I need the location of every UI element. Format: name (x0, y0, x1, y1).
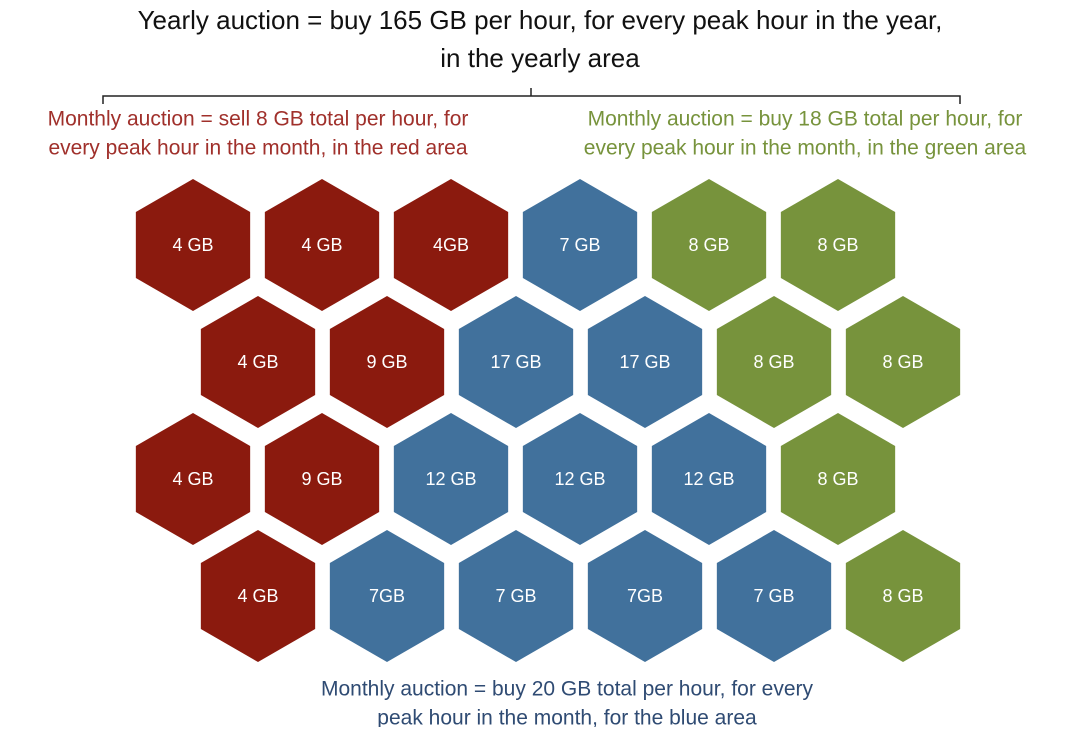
hex-label: 8 GB (882, 586, 923, 606)
hex-label: 4 GB (172, 469, 213, 489)
bracket (102, 88, 961, 104)
hex-label: 8 GB (817, 235, 858, 255)
title: Yearly auction = buy 165 GB per hour, fo… (138, 5, 943, 35)
hex-label: 4GB (433, 235, 469, 255)
caption: Monthly auction = buy 20 GB total per ho… (321, 678, 814, 701)
hex-label: 7GB (627, 586, 663, 606)
hex-label: 8 GB (688, 235, 729, 255)
hex-label: 4 GB (301, 235, 342, 255)
hex-label: 17 GB (619, 352, 670, 372)
hexagon (522, 179, 638, 311)
hexagon (200, 296, 316, 428)
hex-label: 9 GB (366, 352, 407, 372)
hex-label: 7GB (369, 586, 405, 606)
hexagon (264, 179, 380, 311)
hexagon (587, 296, 703, 428)
hexagon (651, 413, 767, 545)
hex-label: 17 GB (490, 352, 541, 372)
hexagon (651, 179, 767, 311)
hex-label: 7 GB (753, 586, 794, 606)
hex-label: 4 GB (237, 586, 278, 606)
hexagon (716, 530, 832, 662)
hex-label: 12 GB (683, 469, 734, 489)
hexagon (200, 530, 316, 662)
hexagon (135, 413, 251, 545)
caption: peak hour in the month, for the blue are… (377, 707, 757, 727)
caption: every peak hour in the month, in the red… (48, 137, 467, 160)
caption: Monthly auction = sell 8 GB total per ho… (48, 108, 469, 131)
hex-label: 8 GB (817, 469, 858, 489)
caption: Monthly auction = buy 18 GB total per ho… (588, 108, 1023, 131)
hexagon (522, 413, 638, 545)
hexagon (780, 179, 896, 311)
hex-label: 7 GB (559, 235, 600, 255)
hex-label: 12 GB (554, 469, 605, 489)
hexagon (587, 530, 703, 662)
hexagon (458, 296, 574, 428)
hexagon (264, 413, 380, 545)
hexagon (393, 179, 509, 311)
hex-label: 9 GB (301, 469, 342, 489)
hex-label: 8 GB (753, 352, 794, 372)
hexagon (845, 296, 961, 428)
hexagon (329, 530, 445, 662)
hex-label: 12 GB (425, 469, 476, 489)
hex-label: 4 GB (237, 352, 278, 372)
hexagon (458, 530, 574, 662)
hexagon (329, 296, 445, 428)
hex-label: 4 GB (172, 235, 213, 255)
hexagon (716, 296, 832, 428)
caption: every peak hour in the month, in the gre… (584, 137, 1027, 160)
hexagon (845, 530, 961, 662)
title: in the yearly area (440, 43, 640, 73)
hexagon (135, 179, 251, 311)
hex-label: 8 GB (882, 352, 923, 372)
hexagon (780, 413, 896, 545)
hexagon (393, 413, 509, 545)
hex-label: 7 GB (495, 586, 536, 606)
